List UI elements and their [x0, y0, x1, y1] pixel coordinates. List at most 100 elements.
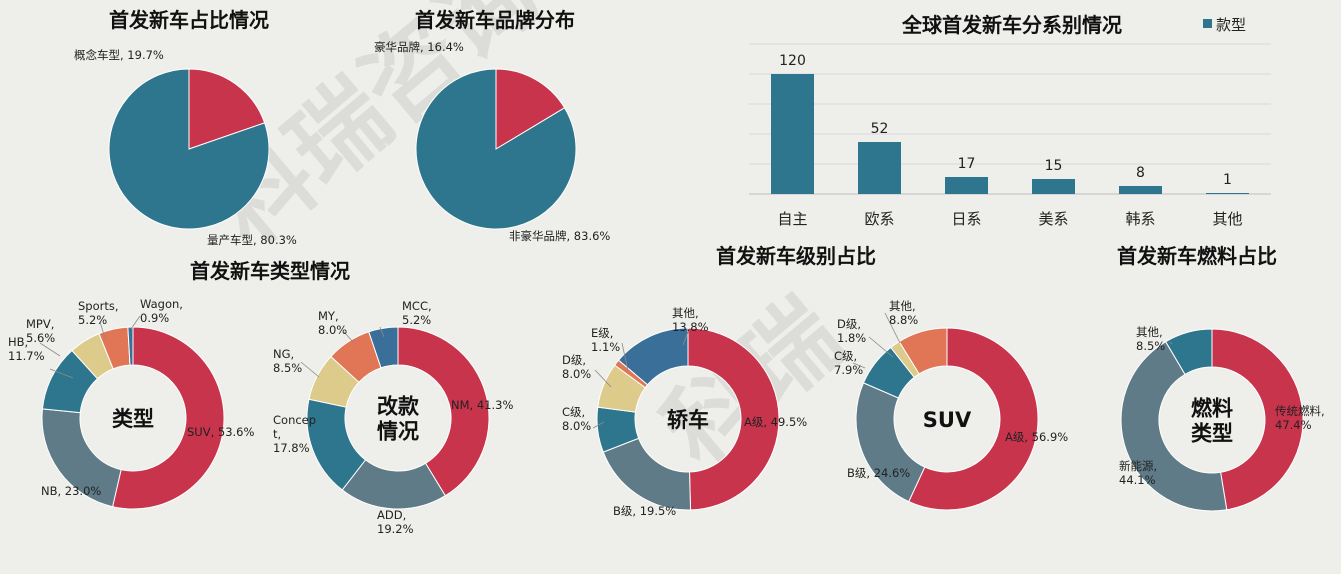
type-slice-5: [127, 326, 134, 366]
bar-2: [945, 177, 988, 194]
facelift-center-label: 情况: [377, 420, 419, 444]
bar-0: [771, 74, 814, 194]
sedan-slice-5: [617, 327, 689, 386]
facelift-leader-0: [300, 361, 320, 378]
sedan-slice-1: [602, 437, 692, 511]
type-label-5: Wagon, 0.9%: [140, 297, 183, 325]
suv-leader-0: [852, 362, 866, 369]
bar-value-0: 120: [779, 53, 806, 69]
type-leader-0: [49, 368, 74, 379]
type-label-4: Sports, 5.2%: [78, 299, 119, 327]
bar-4: [1119, 186, 1162, 194]
bar-value-3: 15: [1045, 158, 1063, 174]
sedan-label-4: E级, 1.1%: [591, 326, 620, 354]
origin-title: 全球首发新车分系别情况: [901, 13, 1122, 37]
facelift-leader-1: [343, 331, 355, 344]
category-label-2: 日系: [951, 210, 981, 228]
legend-swatch: [1203, 19, 1212, 28]
facelift-leader-2: [379, 326, 385, 338]
suv-label-4: 其他, 8.8%: [889, 299, 918, 327]
sedan-label-0: A级, 49.5%: [744, 415, 807, 429]
suv-label-0: A级, 56.9%: [1005, 430, 1068, 444]
category-label-1: 欧系: [864, 210, 894, 228]
concept-slice-1: [108, 68, 270, 230]
sedan-leader-3: [682, 329, 690, 346]
facelift-center-label: 改款: [377, 395, 420, 419]
legend-label: 款型: [1216, 16, 1246, 34]
type-leader-1: [39, 342, 61, 357]
type-chart: 首发新车类型情况 SUV, 53.6% NB, 23.0% HB, 11.7%MPV, 5…: [8, 259, 350, 510]
sedan-label-2: C级, 8.0%: [562, 405, 591, 433]
sedan-center-label: 轿车: [667, 408, 709, 432]
type-label-0: SUV, 53.6%: [187, 425, 255, 439]
suv-label-1: B级, 24.6%: [847, 466, 910, 480]
fuel-slice-2: [1164, 328, 1213, 376]
brand-slice-1: [415, 68, 577, 230]
fuel-center-label: 类型: [1191, 422, 1233, 446]
brand-label-0: 豪华品牌, 16.4%: [374, 40, 464, 54]
fuel-slice-0: [1211, 328, 1304, 511]
facelift-label-4: MY, 8.0%: [318, 309, 347, 337]
sedan-slice-0: [687, 327, 780, 511]
suv-slice-4: [898, 327, 948, 375]
facelift-label-2: Concep t, 17.8%: [273, 413, 316, 455]
bar-3: [1032, 179, 1075, 194]
suv-chart: A级, 56.9% B级, 24.6% C级, 7.9% D级, 1.8% 其他, 8.8% S…: [834, 299, 1068, 511]
suv-label-3: D级, 1.8%: [837, 317, 866, 345]
type-label-3: MPV, 5.6%: [26, 317, 55, 345]
type-leader-3: [130, 315, 141, 330]
fuel-label-1: 新能源, 44.1%: [1119, 459, 1157, 487]
brand-label-1: 非豪华品牌, 83.6%: [509, 229, 610, 243]
type-leader-2: [99, 321, 106, 339]
fuel-slice-1: [1120, 340, 1228, 512]
bar-1: [858, 142, 901, 194]
type-center-label: 类型: [112, 407, 154, 431]
origin-bar-chart: 全球首发新车分系别情况 款型 120 自主 52 欧系 17 日系 15 美系 8 韩系 1 其他: [749, 13, 1271, 228]
sedan-leader-0: [592, 421, 605, 429]
suv-slice-0: [908, 327, 1039, 511]
fuel-label-0: 传统燃料, 47.4%: [1275, 404, 1325, 432]
facelift-slice-5: [368, 326, 399, 369]
concept-label-0: 概念车型, 19.7%: [74, 48, 164, 62]
facelift-label-3: NG, 8.5%: [273, 347, 302, 375]
type-label-2: HB, 11.7%: [8, 335, 45, 363]
bar-value-4: 8: [1136, 165, 1145, 181]
facelift-label-0: NM, 41.3%: [451, 398, 513, 412]
brand-title: 首发新车品牌分布: [415, 8, 575, 32]
concept-title: 首发新车占比情况: [109, 8, 269, 32]
type-group-title: 首发新车类型情况: [190, 259, 350, 283]
fuel-group-title: 首发新车燃料占比: [1117, 244, 1277, 268]
sedan-label-5: 其他, 13.8%: [672, 306, 709, 334]
category-label-5: 其他: [1212, 210, 1242, 228]
suv-leader-1: [868, 336, 894, 358]
category-label-0: 自主: [777, 210, 807, 228]
facelift-label-1: ADD, 19.2%: [377, 508, 414, 536]
sedan-chart: 首发新车级别占比 A级, 49.5% B级, 19.5% C级, 8.0% D级, 8.0%…: [562, 244, 876, 518]
bar-value-2: 17: [958, 156, 976, 172]
sedan-leader-1: [594, 369, 612, 388]
facelift-label-5: MCC, 5.2%: [402, 299, 432, 327]
sedan-leader-2: [621, 342, 629, 372]
suv-leader-2: [884, 312, 901, 344]
fuel-center-label: 燃料: [1191, 397, 1233, 421]
category-label-4: 韩系: [1125, 210, 1155, 228]
category-label-3: 美系: [1038, 210, 1068, 228]
bar-value-5: 1: [1223, 172, 1232, 188]
sedan-group-title: 首发新车级别占比: [716, 244, 876, 268]
type-slice-0: [111, 326, 225, 510]
sedan-label-3: D级, 8.0%: [562, 353, 591, 381]
fuel-label-2: 其他, 8.5%: [1136, 325, 1165, 353]
concept-label-1: 量产车型, 80.3%: [207, 233, 297, 247]
facelift-chart: NM, 41.3% ADD, 19.2% Concep t, 17.8% NG, 8.5% MY…: [273, 299, 513, 536]
bar-value-1: 52: [871, 121, 889, 137]
suv-slice-1: [855, 382, 926, 503]
suv-label-2: C级, 7.9%: [834, 349, 863, 377]
facelift-slice-0: [397, 326, 490, 497]
sedan-label-1: B级, 19.5%: [613, 504, 676, 518]
brand-slice-0: [495, 68, 566, 150]
